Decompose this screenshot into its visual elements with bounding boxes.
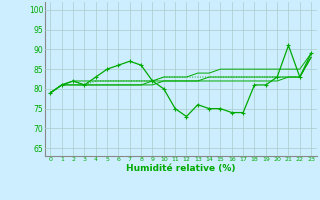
X-axis label: Humidité relative (%): Humidité relative (%) <box>126 164 236 173</box>
